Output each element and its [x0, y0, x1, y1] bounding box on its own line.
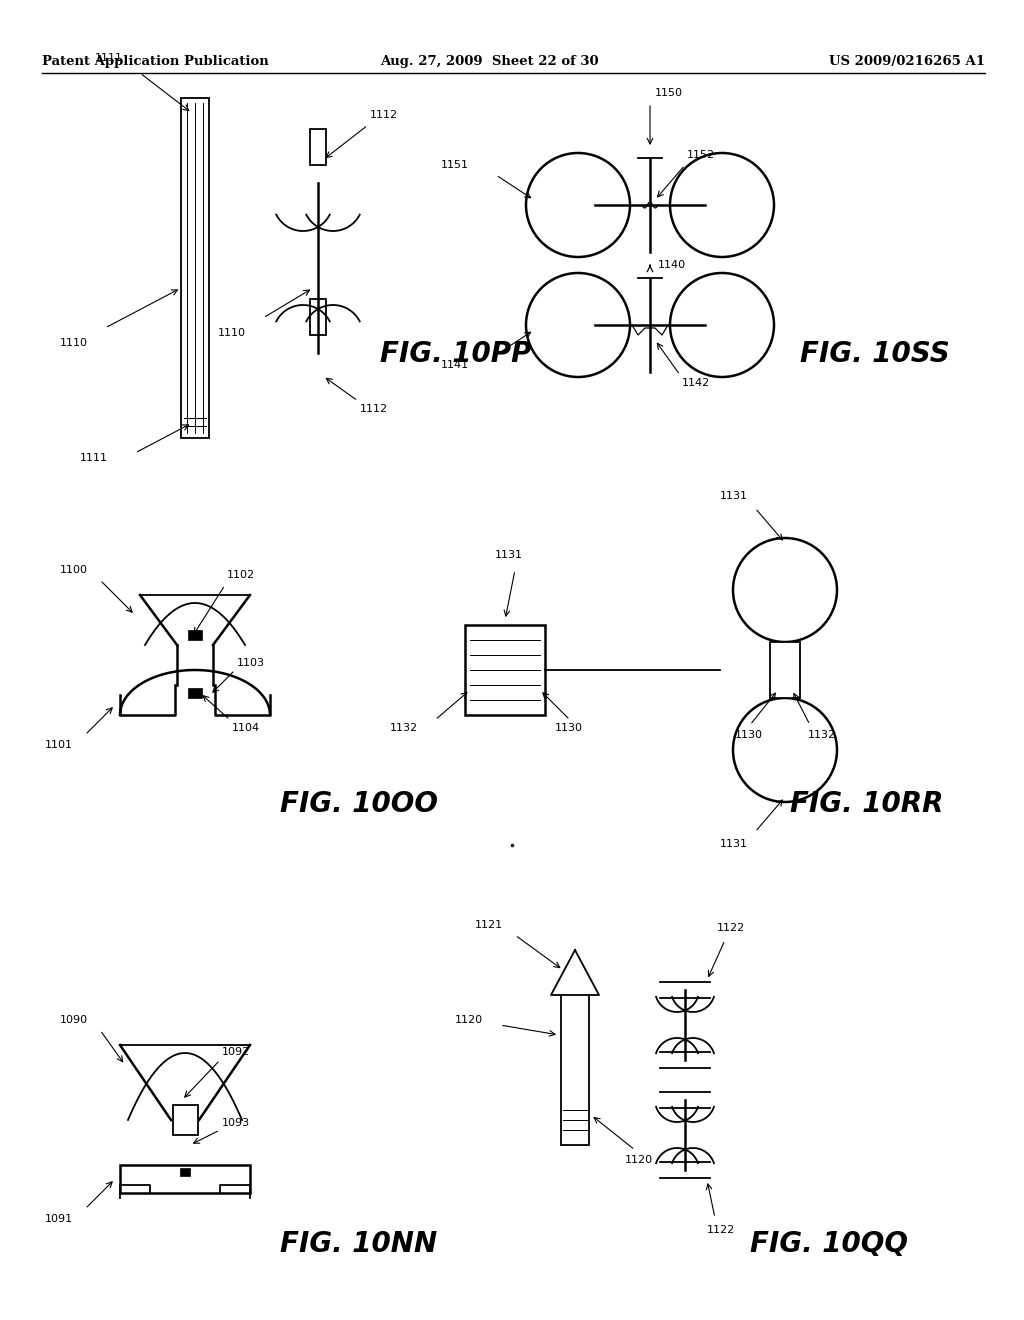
Text: 1111: 1111 [80, 453, 108, 463]
Bar [180, 1168, 190, 1176]
Text: FIG. 10RR: FIG. 10RR [790, 789, 943, 818]
Text: 1112: 1112 [360, 404, 388, 414]
Text: 1131: 1131 [495, 550, 523, 560]
Text: FIG. 10NN: FIG. 10NN [280, 1230, 437, 1258]
Text: 1132: 1132 [390, 723, 418, 733]
Bar [188, 688, 202, 698]
Text: 1110: 1110 [218, 327, 246, 338]
Text: 1101: 1101 [45, 741, 73, 750]
Text: 1150: 1150 [655, 88, 683, 98]
Bar [310, 300, 326, 335]
Bar [561, 995, 589, 1144]
Text: 1090: 1090 [60, 1015, 88, 1026]
Text: 1102: 1102 [227, 570, 255, 579]
Text: 1092: 1092 [222, 1047, 250, 1057]
Text: 1151: 1151 [441, 160, 469, 170]
Text: 1141: 1141 [441, 360, 469, 370]
Bar [188, 630, 202, 640]
Text: 1130: 1130 [735, 730, 763, 741]
Text: 1122: 1122 [707, 1225, 735, 1236]
Text: 1111: 1111 [95, 53, 123, 63]
Text: 1152: 1152 [687, 150, 715, 160]
Bar [310, 129, 326, 165]
Text: 1093: 1093 [222, 1118, 250, 1129]
Bar [181, 98, 209, 438]
Text: 1132: 1132 [808, 730, 837, 741]
Text: 1104: 1104 [232, 723, 260, 733]
Text: 1121: 1121 [475, 920, 503, 931]
Text: FIG. 10PP: FIG. 10PP [380, 341, 531, 368]
Text: US 2009/0216265 A1: US 2009/0216265 A1 [829, 55, 985, 69]
Text: 1103: 1103 [237, 657, 265, 668]
Text: FIG. 10OO: FIG. 10OO [280, 789, 438, 818]
Text: Aug. 27, 2009  Sheet 22 of 30: Aug. 27, 2009 Sheet 22 of 30 [380, 55, 599, 69]
Text: 1110: 1110 [60, 338, 88, 348]
Text: 1140: 1140 [658, 260, 686, 271]
Bar [465, 624, 545, 715]
Bar [173, 1105, 198, 1135]
Text: 1142: 1142 [682, 378, 711, 388]
Text: 1120: 1120 [455, 1015, 483, 1026]
Bar [770, 642, 800, 698]
Text: 1100: 1100 [60, 565, 88, 576]
Text: Patent Application Publication: Patent Application Publication [42, 55, 268, 69]
Text: 1091: 1091 [45, 1214, 73, 1224]
Text: 1131: 1131 [720, 491, 748, 502]
Text: 1122: 1122 [717, 923, 745, 933]
Text: 1131: 1131 [720, 840, 748, 849]
Text: FIG. 10QQ: FIG. 10QQ [750, 1230, 908, 1258]
Text: 1120: 1120 [625, 1155, 653, 1166]
Text: 1112: 1112 [370, 110, 398, 120]
Bar [120, 1166, 250, 1193]
Text: FIG. 10SS: FIG. 10SS [800, 341, 949, 368]
Text: 1130: 1130 [555, 723, 583, 733]
